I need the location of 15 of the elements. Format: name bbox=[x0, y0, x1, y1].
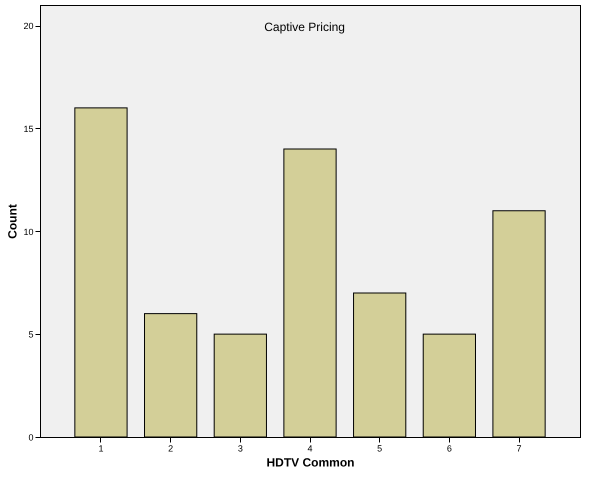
x-axis-title: HDTV Common bbox=[266, 456, 354, 470]
y-axis-title: Count bbox=[5, 204, 20, 239]
y-tick-label: 10 bbox=[23, 226, 34, 237]
x-tick-label: 3 bbox=[238, 444, 243, 454]
text: Captive Pricing bbox=[264, 20, 345, 34]
x-tick-label: 2 bbox=[168, 444, 174, 454]
y-tick-label: 15 bbox=[23, 124, 34, 134]
x-tick-label: 6 bbox=[446, 444, 452, 454]
y-tick-label: 0 bbox=[28, 432, 34, 442]
y-tick-label: 20 bbox=[23, 21, 34, 32]
x-tick-label: 5 bbox=[377, 444, 382, 454]
x-tick-label: 1 bbox=[98, 444, 104, 454]
y-tick-label: 5 bbox=[28, 330, 34, 340]
x-tick-label: 7 bbox=[516, 444, 522, 454]
x-tick-label: 4 bbox=[307, 444, 313, 454]
